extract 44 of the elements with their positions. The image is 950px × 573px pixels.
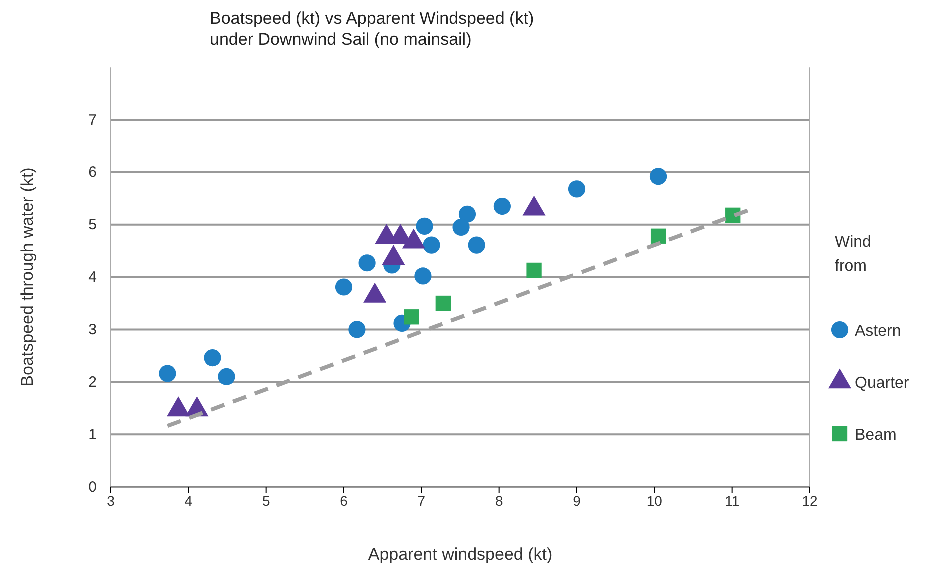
point	[414, 268, 432, 285]
x-tick-label: 8	[495, 492, 504, 509]
point	[335, 278, 353, 296]
x-tick-label: 11	[725, 492, 740, 509]
x-axis-title: Apparent windspeed (kt)	[368, 545, 553, 564]
point	[650, 168, 668, 186]
legend-label: Beam	[855, 427, 897, 444]
y-axis-title: Boatspeed through water (kt)	[18, 168, 37, 387]
point	[468, 236, 486, 254]
point	[358, 254, 376, 272]
point	[650, 228, 666, 244]
y-tick-label: 6	[88, 164, 97, 182]
point	[452, 218, 470, 236]
point	[526, 262, 542, 278]
point	[494, 198, 511, 216]
x-tick-label: 9	[573, 492, 582, 509]
legend-label: Quarter	[855, 375, 910, 392]
x-tick-label: 10	[646, 492, 663, 509]
point	[204, 349, 222, 367]
y-tick-label: 2	[88, 374, 97, 391]
x-tick-label: 5	[262, 492, 270, 509]
point	[436, 296, 451, 312]
y-tick-label: 5	[88, 216, 97, 234]
point	[416, 218, 434, 235]
x-tick-label: 12	[802, 492, 818, 509]
point	[568, 180, 586, 198]
point	[348, 321, 366, 338]
legend-title: Wind from	[835, 234, 872, 275]
y-tick-label: 3	[88, 322, 97, 339]
x-tick-label: 7	[418, 492, 426, 509]
legend-label: Astern	[855, 323, 902, 340]
x-tick-label: 4	[184, 492, 193, 509]
point	[404, 310, 420, 325]
x-tick-label: 6	[340, 492, 348, 509]
y-tick-label: 0	[88, 478, 97, 496]
point	[423, 236, 440, 254]
y-tick-label: 7	[88, 112, 97, 129]
y-tick-label: 4	[88, 269, 97, 286]
point	[218, 368, 236, 386]
x-tick-label: 3	[107, 492, 116, 509]
point	[458, 206, 476, 223]
chart-title: Boatspeed (kt) vs Apparent Windspeed (kt) under Downwind Sail (no mainsail)	[210, 9, 534, 49]
point	[159, 365, 176, 382]
y-tick-label: 1	[88, 426, 97, 444]
